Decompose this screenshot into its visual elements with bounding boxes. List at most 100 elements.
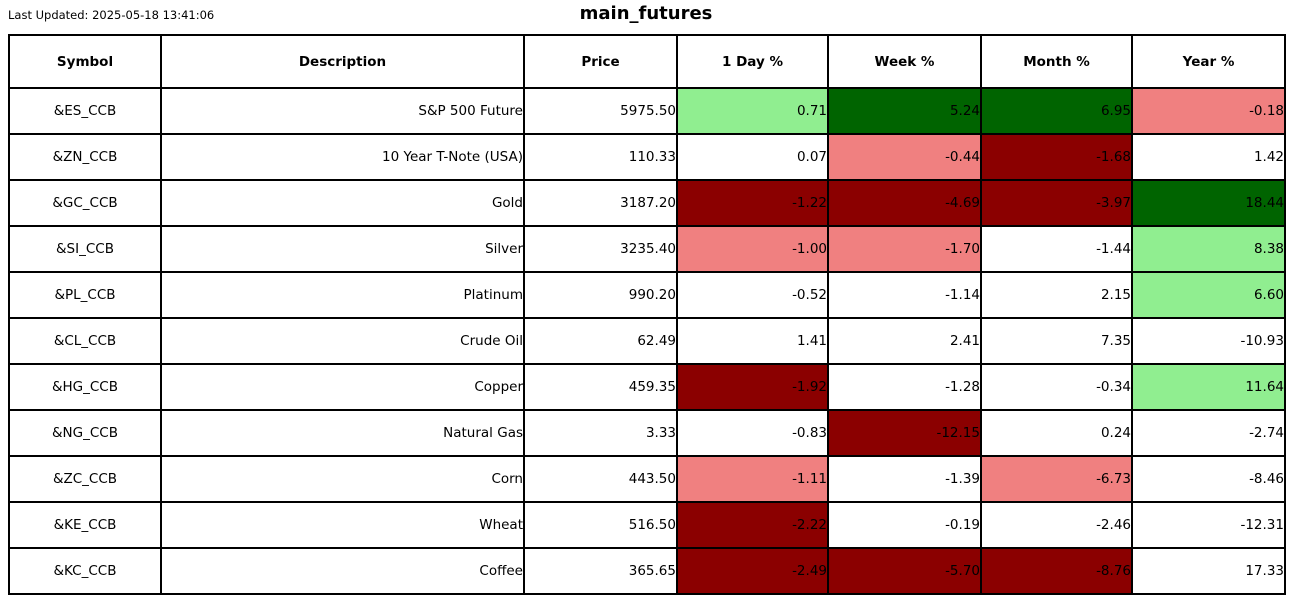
- week-pct-cell: -1.28: [827, 363, 982, 411]
- week-pct-cell: 2.41: [827, 317, 982, 365]
- year-pct-cell: 17.33: [1131, 547, 1286, 595]
- year-pct-cell: -12.31: [1131, 501, 1286, 549]
- year-pct-cell: 11.64: [1131, 363, 1286, 411]
- symbol-cell: &ZC_CCB: [8, 455, 162, 503]
- description-cell: Silver: [160, 225, 525, 273]
- year-pct-cell: -10.93: [1131, 317, 1286, 365]
- day-pct-cell: -1.11: [676, 455, 829, 503]
- year-pct-cell: 18.44: [1131, 179, 1286, 227]
- month-pct-cell: -2.46: [980, 501, 1133, 549]
- year-pct-cell: -8.46: [1131, 455, 1286, 503]
- table-row: &PL_CCB Platinum 990.20 -0.52 -1.14 2.15 6.60: [8, 271, 1286, 319]
- month-pct-cell: -6.73: [980, 455, 1133, 503]
- table-row: &ZN_CCB 10 Year T-Note (USA) 110.33 0.07 -0.…: [8, 133, 1286, 181]
- year-pct-cell: 1.42: [1131, 133, 1286, 181]
- description-cell: Wheat: [160, 501, 525, 549]
- year-pct-cell: -0.18: [1131, 87, 1286, 135]
- month-pct-cell: 6.95: [980, 87, 1133, 135]
- description-cell: Copper: [160, 363, 525, 411]
- week-pct-cell: -1.70: [827, 225, 982, 273]
- col-header-symbol: Symbol: [8, 34, 162, 89]
- year-pct-cell: 6.60: [1131, 271, 1286, 319]
- price-cell: 3187.20: [523, 179, 678, 227]
- symbol-cell: &KE_CCB: [8, 501, 162, 549]
- price-cell: 365.65: [523, 547, 678, 595]
- month-pct-cell: 0.24: [980, 409, 1133, 457]
- symbol-cell: &KC_CCB: [8, 547, 162, 595]
- month-pct-cell: -1.68: [980, 133, 1133, 181]
- table-row: &KE_CCB Wheat 516.50 -2.22 -0.19 -2.46 -12.31: [8, 501, 1286, 549]
- page-title: main_futures: [579, 3, 713, 24]
- month-pct-cell: -0.34: [980, 363, 1133, 411]
- symbol-cell: &NG_CCB: [8, 409, 162, 457]
- price-cell: 5975.50: [523, 87, 678, 135]
- day-pct-cell: -1.92: [676, 363, 829, 411]
- day-pct-cell: -1.00: [676, 225, 829, 273]
- symbol-cell: &ES_CCB: [8, 87, 162, 135]
- month-pct-cell: -3.97: [980, 179, 1133, 227]
- col-header-year-pct: Year %: [1131, 34, 1286, 89]
- price-cell: 516.50: [523, 501, 678, 549]
- description-cell: Platinum: [160, 271, 525, 319]
- day-pct-cell: -2.22: [676, 501, 829, 549]
- description-cell: Natural Gas: [160, 409, 525, 457]
- table-row: &GC_CCB Gold 3187.20 -1.22 -4.69 -3.97 18.44: [8, 179, 1286, 227]
- day-pct-cell: 0.07: [676, 133, 829, 181]
- day-pct-cell: -1.22: [676, 179, 829, 227]
- header-row: Symbol Description Price 1 Day % Week % …: [8, 34, 1286, 89]
- last-updated-label: Last Updated: 2025-05-18 13:41:06: [8, 8, 215, 22]
- price-cell: 990.20: [523, 271, 678, 319]
- table-row: &ZC_CCB Corn 443.50 -1.11 -1.39 -6.73 -8.46: [8, 455, 1286, 503]
- col-header-price: Price: [523, 34, 678, 89]
- week-pct-cell: -0.19: [827, 501, 982, 549]
- symbol-cell: &SI_CCB: [8, 225, 162, 273]
- day-pct-cell: 0.71: [676, 87, 829, 135]
- month-pct-cell: 7.35: [980, 317, 1133, 365]
- price-cell: 459.35: [523, 363, 678, 411]
- day-pct-cell: -0.83: [676, 409, 829, 457]
- description-cell: S&P 500 Future: [160, 87, 525, 135]
- description-cell: Crude Oil: [160, 317, 525, 365]
- month-pct-cell: -1.44: [980, 225, 1133, 273]
- symbol-cell: &GC_CCB: [8, 179, 162, 227]
- price-cell: 3235.40: [523, 225, 678, 273]
- futures-table: Symbol Description Price 1 Day % Week % …: [8, 34, 1286, 595]
- week-pct-cell: 5.24: [827, 87, 982, 135]
- symbol-cell: &HG_CCB: [8, 363, 162, 411]
- week-pct-cell: -5.70: [827, 547, 982, 595]
- year-pct-cell: -2.74: [1131, 409, 1286, 457]
- description-cell: Coffee: [160, 547, 525, 595]
- col-header-week-pct: Week %: [827, 34, 982, 89]
- table-row: &SI_CCB Silver 3235.40 -1.00 -1.70 -1.44 8.38: [8, 225, 1286, 273]
- price-cell: 110.33: [523, 133, 678, 181]
- price-cell: 443.50: [523, 455, 678, 503]
- year-pct-cell: 8.38: [1131, 225, 1286, 273]
- symbol-cell: &PL_CCB: [8, 271, 162, 319]
- table-row: &HG_CCB Copper 459.35 -1.92 -1.28 -0.34 11.64: [8, 363, 1286, 411]
- week-pct-cell: -1.14: [827, 271, 982, 319]
- week-pct-cell: -0.44: [827, 133, 982, 181]
- description-cell: Gold: [160, 179, 525, 227]
- month-pct-cell: 2.15: [980, 271, 1133, 319]
- week-pct-cell: -1.39: [827, 455, 982, 503]
- description-cell: Corn: [160, 455, 525, 503]
- month-pct-cell: -8.76: [980, 547, 1133, 595]
- table-row: &CL_CCB Crude Oil 62.49 1.41 2.41 7.35 -10.93: [8, 317, 1286, 365]
- col-header-month-pct: Month %: [980, 34, 1133, 89]
- table-header: Symbol Description Price 1 Day % Week % …: [8, 34, 1286, 89]
- day-pct-cell: -0.52: [676, 271, 829, 319]
- table-row: &KC_CCB Coffee 365.65 -2.49 -5.70 -8.76 17.33: [8, 547, 1286, 595]
- symbol-cell: &CL_CCB: [8, 317, 162, 365]
- table-row: &NG_CCB Natural Gas 3.33 -0.83 -12.15 0.24 -2.…: [8, 409, 1286, 457]
- week-pct-cell: -4.69: [827, 179, 982, 227]
- table-row: &ES_CCB S&P 500 Future 5975.50 0.71 5.24 6.95…: [8, 87, 1286, 135]
- price-cell: 3.33: [523, 409, 678, 457]
- col-header-description: Description: [160, 34, 525, 89]
- day-pct-cell: 1.41: [676, 317, 829, 365]
- day-pct-cell: -2.49: [676, 547, 829, 595]
- futures-table-body: &ES_CCB S&P 500 Future 5975.50 0.71 5.24 6.95…: [8, 87, 1286, 595]
- price-cell: 62.49: [523, 317, 678, 365]
- col-header-day-pct: 1 Day %: [676, 34, 829, 89]
- description-cell: 10 Year T-Note (USA): [160, 133, 525, 181]
